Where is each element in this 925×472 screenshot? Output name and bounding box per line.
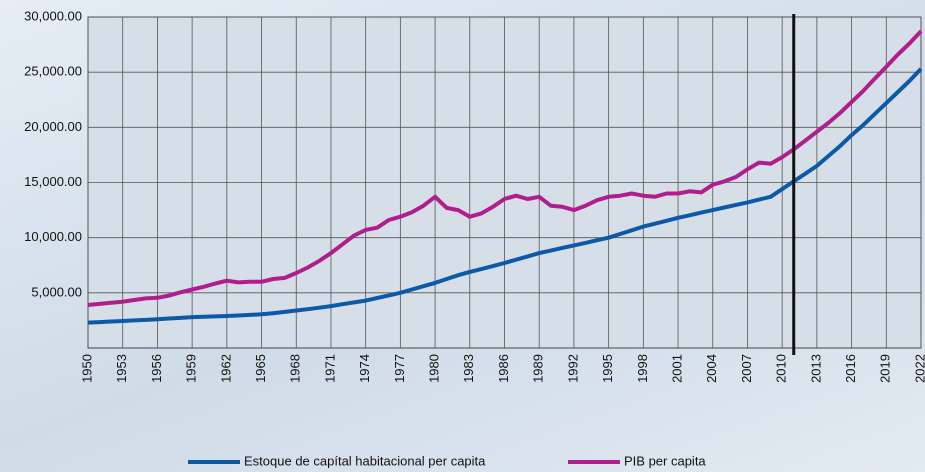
y-tick-label: 10,000.00 — [24, 229, 82, 244]
legend-label: Estoque de capítal habitacional per capi… — [244, 453, 486, 468]
line — [87, 67, 923, 325]
x-tick-label: 1980 — [427, 354, 442, 383]
x-tick-label: 2013 — [808, 354, 823, 383]
x-tick-label: 1992 — [565, 354, 580, 383]
x-tick-label: 2010 — [774, 354, 789, 383]
x-tick-label: 1950 — [79, 354, 94, 383]
x-tick-label: 1962 — [218, 354, 233, 383]
legend-label: PIB per capita — [624, 453, 706, 468]
x-tick-label: 1995 — [600, 354, 615, 383]
x-tick-label: 1986 — [496, 354, 511, 383]
x-tick-label: 1956 — [149, 354, 164, 383]
x-tick-label: 1971 — [322, 354, 337, 383]
y-tick-label: 5,000.00 — [31, 284, 82, 299]
x-tick-label: 2022 — [912, 354, 925, 383]
x-tick-label: 1998 — [635, 354, 650, 383]
x-tick-label: 2004 — [704, 354, 719, 383]
x-tick-label: 1983 — [461, 354, 476, 383]
x-tick-label: 1989 — [531, 354, 546, 383]
x-tick-label: 1953 — [114, 354, 129, 383]
x-tick-label: 1965 — [253, 354, 268, 383]
y-tick-label: 15,000.00 — [24, 174, 82, 189]
x-tick-label: 2016 — [843, 354, 858, 383]
x-tick-label: 1959 — [184, 354, 199, 383]
x-tick-label: 1974 — [357, 354, 372, 383]
x-tick-label: 2001 — [669, 354, 684, 383]
x-tick-label: 1977 — [392, 354, 407, 383]
y-tick-label: 30,000.00 — [24, 8, 82, 23]
y-tick-label: 20,000.00 — [24, 119, 82, 134]
x-tick-label: 2019 — [878, 354, 893, 383]
line — [87, 29, 923, 307]
y-tick-label: 25,000.00 — [24, 64, 82, 79]
x-tick-label: 1968 — [288, 354, 303, 383]
x-tick-label: 2007 — [739, 354, 754, 383]
